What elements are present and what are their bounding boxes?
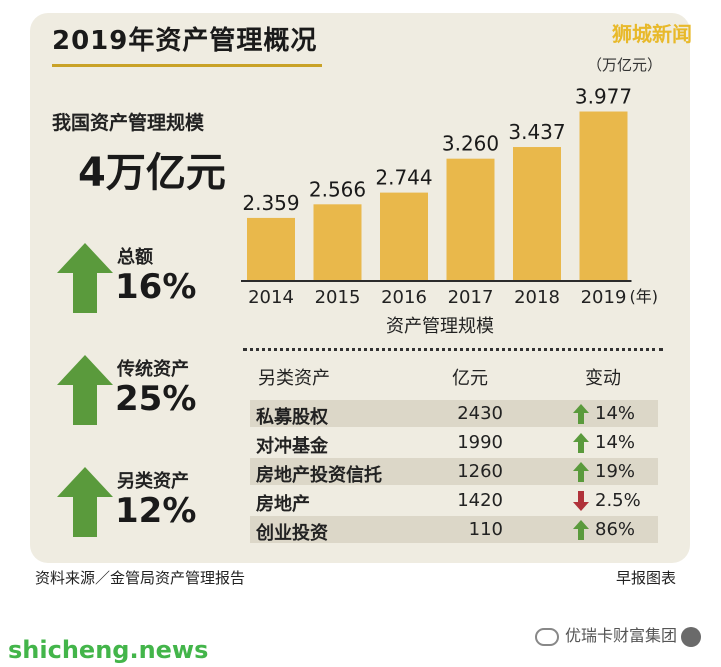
bar-2016: [380, 192, 428, 281]
stat-value: 12%: [115, 491, 197, 531]
stat-traditional: 传统资产 25%: [57, 355, 227, 435]
chart-credit: 早报图表: [616, 569, 677, 587]
bar-2018: [513, 147, 561, 281]
tick-label-2015: 2015: [315, 287, 361, 308]
row-amount: 2430: [457, 403, 503, 424]
unit-label: （万亿元）: [587, 56, 663, 74]
summary-value: 4万亿元: [78, 150, 226, 196]
chat-bubble-icon: [535, 627, 559, 646]
up-arrow-icon: [57, 355, 113, 425]
up-arrow-icon: [573, 462, 589, 482]
row-amount: 1420: [457, 490, 503, 511]
table-row: 私募股权 2430 14%: [250, 400, 658, 428]
title-underline: [52, 64, 322, 67]
bar-2019: [579, 111, 628, 281]
chart-xlabel: 资产管理规模: [386, 316, 494, 337]
data-label-2014: 2.359: [242, 191, 299, 215]
table-header-category: 另类资产: [258, 368, 330, 389]
data-label-2017: 3.260: [442, 132, 499, 156]
tick-label-2016: 2016: [381, 287, 427, 308]
table-row: 创业投资 110 86%: [250, 516, 658, 544]
table-header-amount: 亿元: [452, 368, 488, 389]
row-change: 19%: [595, 461, 636, 482]
row-name: 对冲基金: [256, 436, 328, 457]
tick-label-2018: 2018: [514, 287, 560, 308]
row-name: 私募股权: [256, 407, 328, 428]
logo-badge-icon: [681, 626, 702, 647]
data-label-2015: 2.566: [309, 177, 366, 201]
up-arrow-icon: [573, 520, 589, 540]
stat-total: 总额 16%: [57, 243, 227, 323]
down-arrow-icon: [573, 491, 589, 511]
stat-value: 25%: [115, 379, 197, 419]
x-axis-unit: (年): [630, 287, 659, 306]
row-change: 2.5%: [595, 490, 641, 511]
tick-label-2019: 2019: [581, 287, 627, 308]
summary-label: 我国资产管理规模: [52, 112, 205, 134]
table-row: 房地产投资信托 1260 19%: [250, 458, 658, 486]
source-note: 资料来源／金管局资产管理报告: [35, 569, 246, 587]
data-label-2016: 2.744: [375, 166, 432, 190]
account-watermark: 优瑞卡财富集团: [535, 622, 702, 647]
stat-label: 传统资产: [117, 359, 189, 380]
up-arrow-icon: [57, 467, 113, 537]
page-title: 2019年资产管理概况: [52, 26, 318, 56]
stat-alternative: 另类资产 12%: [57, 467, 227, 547]
bar-2014: [247, 217, 295, 281]
up-arrow-icon: [57, 243, 113, 313]
account-name: 优瑞卡财富集团: [565, 626, 678, 645]
up-arrow-icon: [573, 404, 589, 424]
stat-label: 总额: [117, 247, 153, 268]
site-watermark: shicheng.news: [8, 636, 209, 664]
row-change: 14%: [595, 432, 636, 453]
bar-2015: [313, 204, 362, 281]
row-amount: 1260: [457, 461, 503, 482]
row-name: 房地产投资信托: [256, 465, 382, 486]
row-amount: 110: [468, 519, 503, 540]
stat-value: 16%: [115, 267, 197, 307]
table-row: 房地产 1420 2.5%: [250, 487, 658, 515]
row-amount: 1990: [457, 432, 503, 453]
data-label-2018: 3.437: [508, 120, 565, 144]
dotted-divider: [243, 348, 663, 351]
bar-2017: [446, 158, 495, 281]
stat-label: 另类资产: [117, 471, 189, 492]
row-name: 房地产: [256, 494, 310, 515]
data-label-2019: 3.977: [575, 85, 632, 109]
tick-label-2014: 2014: [248, 287, 294, 308]
up-arrow-icon: [573, 433, 589, 453]
table-row: 对冲基金 1990 14%: [250, 429, 658, 457]
row-change: 14%: [595, 403, 636, 424]
row-name: 创业投资: [256, 523, 328, 544]
row-change: 86%: [595, 519, 636, 540]
brand-watermark-top: 狮城新闻: [612, 22, 692, 46]
table-header-change: 变动: [585, 368, 621, 389]
tick-label-2017: 2017: [448, 287, 494, 308]
